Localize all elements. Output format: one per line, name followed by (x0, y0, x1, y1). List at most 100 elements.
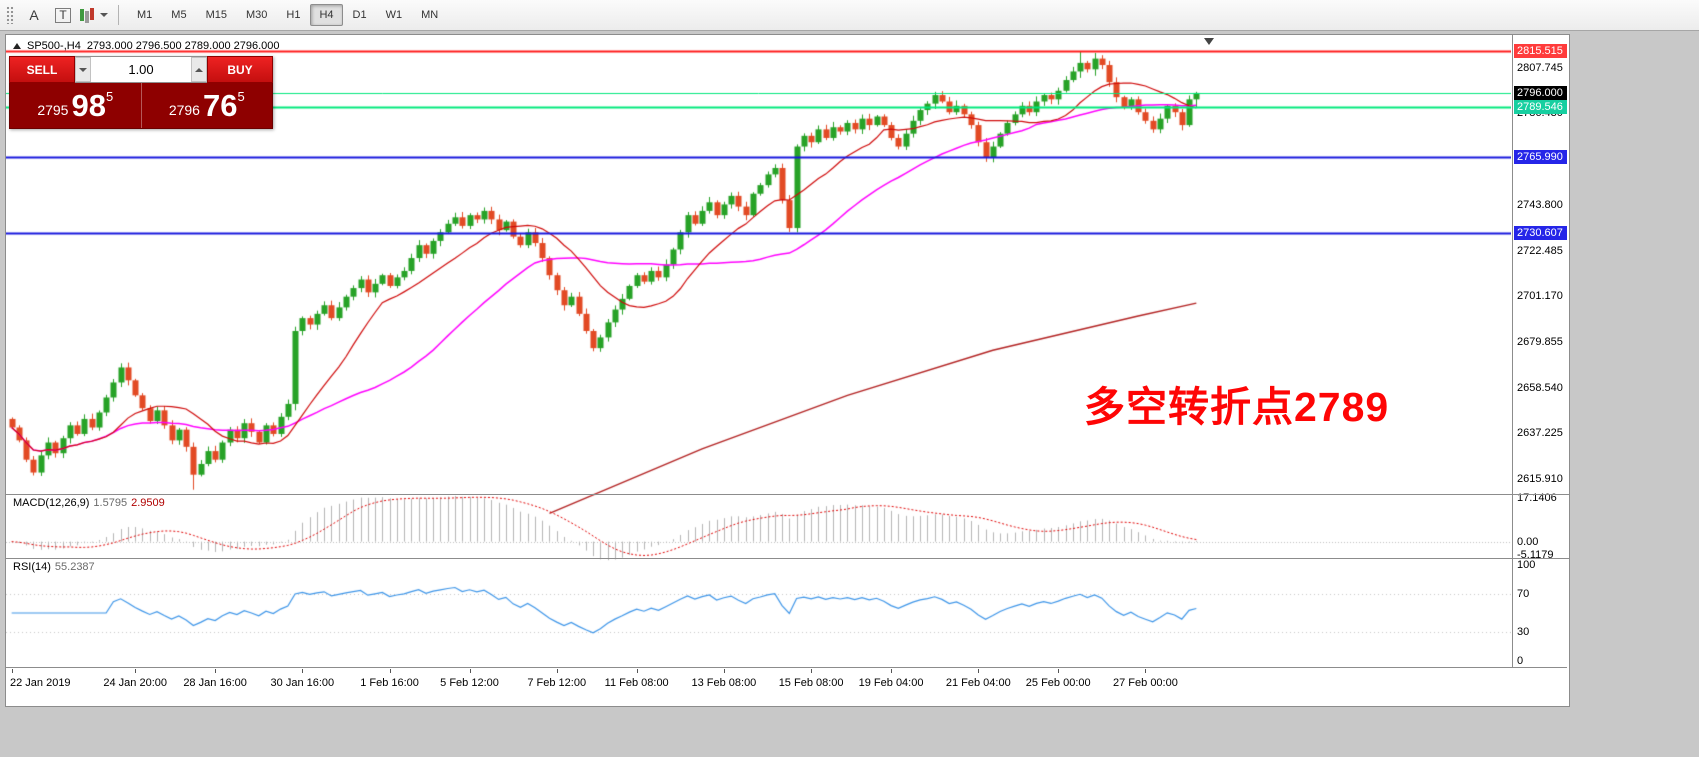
bid-ask-price-row: 2795 98 5 2796 76 5 (9, 83, 273, 129)
time-axis-tick-mark (636, 669, 638, 673)
top-toolbar: A T M1 M5 M15 M30 H1 H4 D1 W1 MN (0, 0, 1699, 31)
lot-increase-button[interactable] (191, 57, 207, 82)
time-axis-tick-mark (811, 669, 813, 673)
timeframe-button-m30[interactable]: M30 (245, 9, 268, 21)
price-level-badge: 2730.607 (1514, 226, 1567, 241)
chart-annotation-text[interactable]: 多空转折点2789 (1084, 384, 1390, 430)
rsi-value: 55.2387 (54, 561, 95, 573)
chart-shift-marker[interactable] (1203, 38, 1214, 45)
sell-price-display[interactable]: 2795 98 5 (10, 83, 141, 128)
timeframe-button-w1[interactable]: W1 (385, 9, 403, 21)
one-click-trading-panel: SELL BUY 2795 98 5 2796 76 5 (9, 56, 273, 129)
price-axis-tick: 2679.855 (1517, 336, 1563, 349)
time-axis-tick-mark (302, 669, 304, 673)
price-level-badge: 2796.000 (1514, 85, 1567, 100)
buy-price-prefix: 2796 (168, 101, 200, 118)
time-axis-tick-mark (723, 669, 725, 673)
time-axis-label: 15 Feb 08:00 (778, 677, 844, 689)
sell-button[interactable]: SELL (9, 56, 75, 83)
time-axis-label: 19 Feb 04:00 (858, 677, 924, 689)
time-axis[interactable]: 22 Jan 2019 24 Jan 20:00 28 Jan 16:00 30 Ja… (6, 667, 1567, 705)
rsi-name: RSI(14) (13, 561, 51, 573)
sell-price-big-digits: 98 (71, 88, 106, 123)
price-axis-tick: 2658.540 (1517, 381, 1563, 394)
toolbar-separator (118, 5, 119, 25)
caret-down-icon (79, 67, 87, 76)
symbol-name: SP500-,H4 (27, 40, 81, 52)
time-axis-tick-mark (978, 669, 980, 673)
time-axis-tick-mark (135, 669, 137, 673)
price-axis-tick: 2743.800 (1517, 198, 1563, 211)
time-axis-tick-mark (389, 669, 391, 673)
chart-window: SP500-,H4 2793.000 2796.500 2789.000 279… (5, 34, 1570, 707)
macd-pane-separator[interactable] (6, 494, 1569, 495)
buy-price-big-digits: 76 (202, 88, 238, 123)
timeframe-button-m5[interactable]: M5 (171, 9, 187, 21)
symbol-ohlc-values: 2793.000 2796.500 2789.000 2796.000 (86, 40, 280, 52)
text-tool-icon: T (55, 7, 71, 23)
time-axis-label: 28 Jan 16:00 (183, 677, 247, 689)
sell-price-pipette: 5 (105, 89, 114, 104)
rsi-axis-tick: 70 (1517, 587, 1530, 600)
time-axis-label: 1 Feb 16:00 (360, 677, 419, 689)
lot-size-input[interactable] (91, 57, 191, 82)
caret-up-icon (195, 64, 203, 72)
macd-axis-tick: 17.1406 (1517, 492, 1557, 505)
sell-price-prefix: 2795 (37, 101, 69, 118)
macd-axis-tick: -5.1179 (1517, 548, 1554, 561)
macd-indicator-label: MACD(12,26,9) 1.5795 2.9509 (13, 497, 165, 509)
time-axis-label: 22 Jan 2019 (10, 677, 71, 689)
macd-name: MACD(12,26,9) (13, 497, 90, 509)
time-axis-label: 11 Feb 08:00 (604, 677, 669, 689)
lot-size-control (75, 56, 207, 83)
timeframe-button-mn[interactable]: MN (421, 9, 439, 21)
symbol-info-line: SP500-,H4 2793.000 2796.500 2789.000 279… (13, 40, 280, 52)
arrow-tool-button[interactable]: A (29, 7, 39, 23)
price-level-badge: 2789.546 (1514, 99, 1567, 114)
timeframe-button-d1[interactable]: D1 (352, 9, 367, 21)
timeframe-button-m1[interactable]: M1 (137, 9, 153, 21)
time-axis-label: 27 Feb 00:00 (1113, 677, 1178, 689)
macd-signal-value: 2.9509 (131, 497, 165, 509)
trade-buttons-row: SELL BUY (9, 56, 273, 83)
rsi-pane-separator[interactable] (6, 558, 1569, 559)
buy-price-display[interactable]: 2796 76 5 (140, 83, 273, 128)
rsi-axis-tick: 100 (1517, 559, 1536, 571)
price-level-badge: 2815.515 (1514, 44, 1567, 59)
time-axis-label: 5 Feb 12:00 (440, 677, 499, 689)
price-axis-tick: 2637.225 (1517, 427, 1563, 440)
toolbar-grip-handle[interactable] (6, 6, 14, 24)
time-axis-tick-mark (1058, 669, 1060, 673)
time-axis-label: 30 Jan 16:00 (270, 677, 335, 689)
time-axis-tick-mark (891, 669, 893, 673)
price-axis-tick: 2615.910 (1517, 473, 1563, 486)
buy-price-pipette: 5 (237, 89, 245, 104)
collapse-trade-panel-icon[interactable] (13, 43, 21, 49)
time-axis-label: 21 Feb 04:00 (945, 677, 1011, 689)
macd-axis-tick: 0.00 (1517, 535, 1539, 548)
indicators-icon (80, 9, 84, 21)
price-axis-tick: 2722.485 (1517, 244, 1563, 257)
time-axis-label: 25 Feb 00:00 (1025, 677, 1091, 689)
time-axis-tick-mark (1145, 669, 1147, 673)
indicators-dropdown-button[interactable] (79, 2, 109, 28)
time-axis-tick-mark (11, 669, 13, 673)
price-axis[interactable]: 2807.7452786.4302743.8002722.4852701.170… (1512, 35, 1568, 667)
time-axis-label: 24 Jan 20:00 (103, 677, 167, 689)
buy-button[interactable]: BUY (207, 56, 273, 83)
rsi-axis-tick: 30 (1517, 626, 1530, 639)
text-tool-button[interactable]: T (50, 2, 76, 28)
lot-decrease-button[interactable] (75, 57, 91, 82)
chart-plot[interactable] (6, 35, 1511, 667)
timeframe-button-m15[interactable]: M15 (205, 9, 227, 21)
caret-down-icon (100, 13, 108, 21)
timeframe-button-h4[interactable]: H4 (310, 4, 343, 26)
price-level-badge: 2765.990 (1514, 150, 1567, 165)
timeframe-button-h1[interactable]: H1 (286, 9, 301, 21)
time-axis-tick-mark (215, 669, 217, 673)
time-axis-label: 13 Feb 08:00 (691, 677, 757, 689)
rsi-axis-tick: 0 (1517, 655, 1524, 667)
timeframe-toolbar: M1 M5 M15 M30 H1 H4 D1 W1 MN (128, 4, 447, 26)
price-axis-tick: 2807.745 (1517, 61, 1563, 74)
